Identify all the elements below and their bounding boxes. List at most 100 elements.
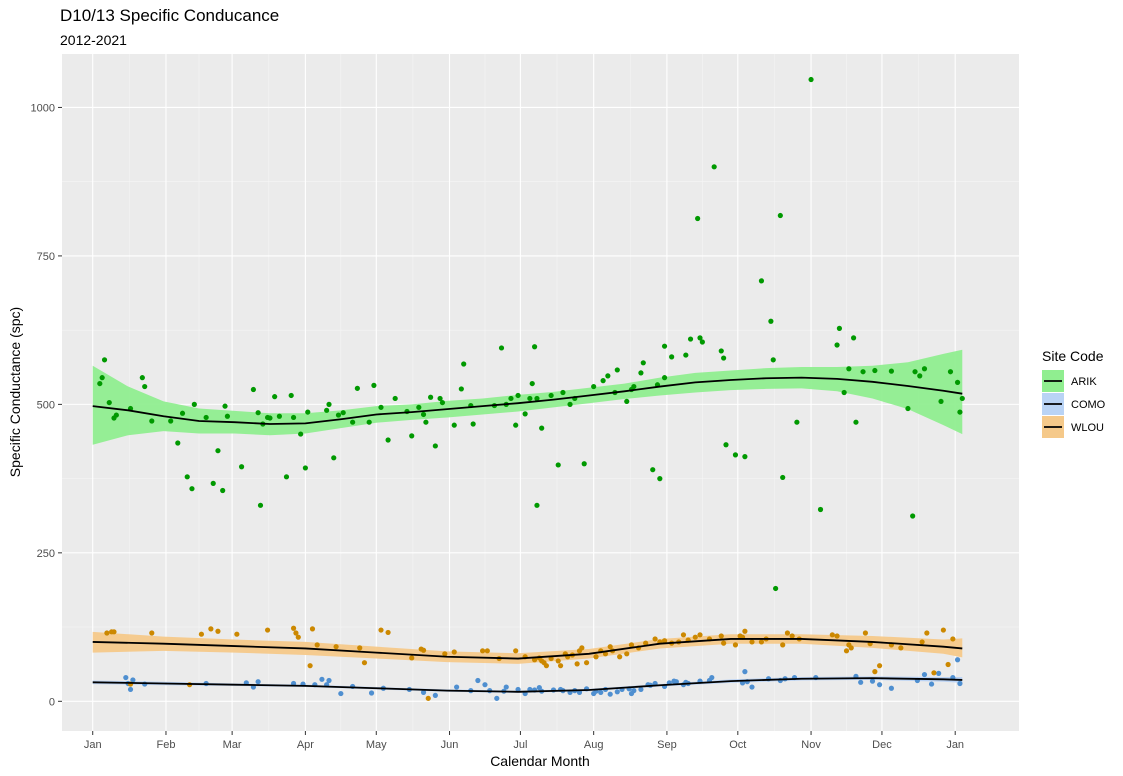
point-wlou	[480, 648, 486, 654]
point-arik	[954, 379, 961, 386]
point-arik	[220, 487, 226, 494]
point-wlou	[307, 663, 313, 669]
point-arik	[758, 278, 765, 284]
x-tick-label: Jan	[946, 739, 964, 751]
point-wlou	[862, 630, 869, 636]
point-como	[598, 689, 604, 695]
x-tick-label: Aug	[584, 739, 604, 751]
point-wlou	[574, 661, 580, 667]
point-como	[454, 684, 460, 690]
point-arik	[539, 425, 545, 431]
point-arik	[860, 369, 866, 375]
point-arik	[567, 401, 573, 407]
point-wlou	[557, 663, 564, 669]
point-arik	[99, 375, 105, 381]
point-arik	[773, 585, 779, 592]
point-como	[338, 690, 344, 697]
point-arik	[470, 421, 476, 427]
point-como	[742, 669, 748, 675]
point-wlou	[721, 640, 727, 646]
x-tick-label: Sep	[657, 739, 677, 751]
point-wlou	[843, 648, 850, 654]
point-wlou	[628, 642, 635, 648]
point-como	[255, 679, 261, 685]
point-arik	[872, 367, 878, 374]
point-como	[936, 670, 942, 676]
point-arik	[669, 354, 675, 360]
point-arik	[175, 440, 181, 446]
point-arik	[340, 410, 346, 416]
point-arik	[184, 474, 190, 480]
point-arik	[697, 335, 703, 341]
point-arik	[732, 452, 739, 458]
point-wlou	[848, 645, 854, 651]
point-wlou	[749, 639, 755, 645]
point-arik	[168, 418, 174, 424]
point-wlou	[357, 645, 363, 651]
point-wlou	[111, 629, 117, 635]
point-arik	[638, 370, 644, 376]
y-axis-title: Specific Conductance (spc)	[7, 307, 23, 477]
point-como	[954, 657, 961, 663]
point-como	[876, 682, 883, 688]
point-wlou	[898, 645, 904, 651]
point-wlou	[215, 628, 221, 634]
point-arik	[215, 448, 221, 454]
point-como	[928, 681, 935, 687]
point-wlou	[624, 651, 630, 657]
point-como	[123, 674, 129, 681]
point-arik	[650, 467, 656, 473]
point-wlou	[198, 631, 205, 637]
point-wlou	[940, 627, 946, 633]
point-arik	[687, 336, 694, 342]
point-arik	[723, 442, 729, 448]
point-arik	[371, 382, 377, 388]
point-arik	[498, 345, 505, 351]
point-como	[420, 689, 427, 695]
x-axis-title: Calendar Month	[490, 753, 590, 769]
point-como	[673, 679, 679, 685]
point-como	[921, 671, 928, 678]
point-arik	[912, 369, 918, 375]
point-arik	[522, 411, 528, 417]
point-arik	[921, 366, 928, 372]
point-como	[614, 689, 620, 695]
point-arik	[905, 405, 911, 412]
point-arik	[324, 407, 330, 413]
point-arik	[531, 344, 538, 350]
point-como	[749, 684, 755, 690]
point-como	[326, 677, 332, 684]
chart-title: D10/13 Specific Conducance	[60, 6, 280, 25]
point-arik	[605, 373, 611, 379]
point-arik	[841, 389, 847, 396]
point-arik	[834, 342, 840, 348]
point-arik	[267, 415, 273, 421]
point-arik	[189, 486, 195, 492]
point-arik	[808, 76, 814, 83]
x-axis: Jan Feb Mar Apr May Jun Jul Aug Sep Oct Nov Dec Jan	[84, 731, 964, 751]
x-tick-label: Oct	[729, 739, 746, 751]
legend-label-arik: ARIK	[1071, 376, 1097, 388]
point-wlou	[484, 648, 490, 654]
point-arik	[420, 411, 427, 418]
point-arik	[290, 414, 297, 421]
trend-arik	[92, 376, 963, 425]
point-arik	[657, 476, 663, 482]
point-arik	[661, 343, 668, 349]
point-arik	[350, 419, 356, 425]
point-como	[503, 684, 509, 690]
point-como	[494, 695, 500, 701]
legend-label-wlou: WLOU	[1071, 422, 1104, 434]
point-arik	[957, 409, 963, 415]
point-arik	[938, 398, 944, 405]
point-arik	[210, 480, 216, 486]
point-wlou	[309, 626, 316, 632]
point-wlou	[950, 636, 956, 642]
x-tick-label: Dec	[872, 739, 892, 751]
point-arik	[513, 422, 519, 428]
point-arik	[661, 375, 668, 381]
y-tick-label: 500	[37, 399, 55, 411]
point-como	[709, 674, 715, 681]
point-arik	[378, 404, 384, 410]
point-wlou	[385, 629, 391, 636]
